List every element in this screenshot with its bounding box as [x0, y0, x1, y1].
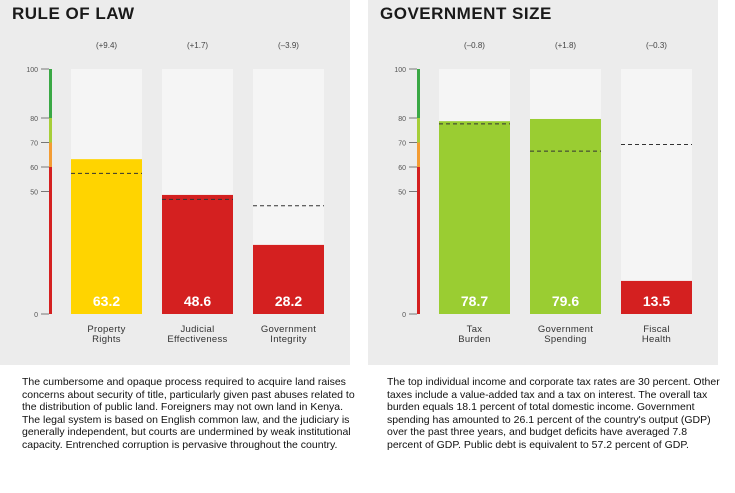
y-tick-label: 100	[394, 67, 406, 74]
change-label: (–3.9)	[278, 41, 299, 50]
scale-segment	[49, 167, 52, 192]
category-label: Rights	[92, 334, 121, 345]
y-tick-label: 80	[30, 116, 38, 123]
y-tick-label: 70	[398, 141, 406, 148]
rule-of-law-description: The cumbersome and opaque process requir…	[22, 376, 355, 451]
category-label: Fiscal	[643, 324, 670, 335]
scale-segment	[417, 167, 420, 192]
y-tick-label: 50	[398, 190, 406, 197]
category-label: Judicial	[180, 324, 214, 335]
change-label: (–0.3)	[646, 41, 667, 50]
category-label: Effectiveness	[167, 334, 227, 345]
category-label: Government	[261, 324, 316, 335]
scale-segment	[49, 118, 52, 143]
bar	[621, 280, 692, 314]
change-label: (+1.8)	[555, 41, 576, 50]
scale-segment	[49, 191, 52, 314]
change-label: (+1.7)	[187, 41, 208, 50]
scale-segment	[417, 118, 420, 143]
category-label: Spending	[544, 334, 587, 345]
category-label: Health	[642, 334, 671, 345]
category-label: Government	[538, 324, 593, 335]
value-label: 13.5	[643, 293, 670, 309]
y-tick-label: 100	[26, 67, 38, 74]
value-label: 78.7	[461, 293, 488, 309]
bar	[439, 121, 510, 314]
scale-segment	[417, 142, 420, 167]
panel-title: RULE OF LAW	[12, 4, 135, 23]
y-tick-label: 60	[30, 165, 38, 172]
category-label: Burden	[458, 334, 490, 345]
value-label: 79.6	[552, 293, 579, 309]
value-label: 48.6	[184, 293, 211, 309]
y-tick-label: 80	[398, 116, 406, 123]
bar	[162, 194, 233, 314]
y-tick-label: 60	[398, 165, 406, 172]
y-tick-label: 70	[30, 141, 38, 148]
scale-segment	[417, 191, 420, 314]
bar	[71, 159, 142, 314]
bar	[530, 118, 601, 314]
change-label: (+9.4)	[96, 41, 117, 50]
change-label: (–0.8)	[464, 41, 485, 50]
rule-of-law-panel: RULE OF LAW 0 50 60 70 80 100 63.2 (+9.4) Proper…	[0, 0, 350, 365]
y-tick-label: 50	[30, 190, 38, 197]
government-size-panel: GOVERNMENT SIZE 0 50 60 70 80 100 78.7 (–0.8) Ta…	[368, 0, 718, 365]
y-tick-label: 0	[402, 312, 406, 319]
value-label: 28.2	[275, 293, 302, 309]
scale-segment	[417, 69, 420, 118]
category-label: Integrity	[270, 334, 307, 345]
panel-title: GOVERNMENT SIZE	[380, 4, 552, 23]
y-tick-label: 0	[34, 312, 38, 319]
bar-track	[621, 69, 692, 314]
scale-segment	[49, 69, 52, 118]
value-label: 63.2	[93, 293, 120, 309]
scale-segment	[49, 142, 52, 167]
category-label: Tax	[467, 324, 483, 335]
category-label: Property	[87, 324, 125, 335]
bar	[253, 244, 324, 314]
government-size-description: The top individual income and corporate …	[387, 376, 720, 451]
